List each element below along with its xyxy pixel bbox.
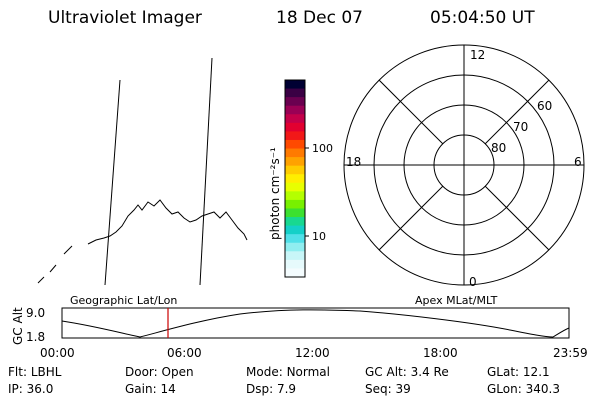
colorbar-tick-label-100: 100 <box>312 142 333 155</box>
x-tick-1800: 18:00 <box>423 346 458 360</box>
info-flt-value: LBHL <box>30 365 62 379</box>
colorbar-cell <box>285 105 305 115</box>
colorbar-cell <box>285 88 305 98</box>
gc-alt-axis-title: GC Alt <box>11 307 25 345</box>
colorbar-cell <box>285 182 305 192</box>
info-ip-label: IP: <box>8 382 23 396</box>
x-tick-2359: 23:59 <box>553 346 588 360</box>
colorbar-cell <box>285 259 305 270</box>
map-boundary-line-right <box>199 57 213 286</box>
info-gc-alt-label: GC Alt: <box>365 365 407 379</box>
colorbar-cell <box>285 242 305 252</box>
polar-diagonal-ne <box>484 79 550 145</box>
info-mode: Mode: Normal <box>246 365 330 379</box>
colorbar-cell <box>285 191 305 201</box>
info-seq: Seq: 39 <box>365 382 411 396</box>
info-door-value: Open <box>161 365 194 379</box>
info-glat: GLat: 12.1 <box>487 365 550 379</box>
info-glon: GLon: 340.3 <box>487 382 560 396</box>
polar-diagonal-se <box>484 185 550 251</box>
x-tick-0600: 06:00 <box>167 346 202 360</box>
info-dsp-value: 7.9 <box>276 382 297 396</box>
colorbar-cell <box>285 148 305 158</box>
info-dsp-label: Dsp: <box>246 382 274 396</box>
colorbar-frame <box>284 79 306 278</box>
colorbar-cell <box>285 80 305 90</box>
clock-label-18: 18 <box>346 155 361 169</box>
x-tick-0000: 00:00 <box>40 346 75 360</box>
clock-label-6: 6 <box>574 155 582 169</box>
info-flt: Flt: LBHL <box>8 365 61 379</box>
info-gain-label: Gain: <box>125 382 157 396</box>
x-tick-1200: 12:00 <box>295 346 330 360</box>
info-mode-label: Mode: <box>246 365 283 379</box>
info-seq-value: 39 <box>395 382 411 396</box>
timeline-right-label: Apex MLat/MLT <box>415 294 498 307</box>
polar-labels: 12 18 6 0 60 70 80 <box>346 48 582 289</box>
y-tick-9-0: 9.0 <box>26 306 45 320</box>
coastline-fragment-1 <box>63 245 73 255</box>
colorbar-cell <box>285 225 305 235</box>
colorbar-cell <box>285 122 305 132</box>
info-ip: IP: 36.0 <box>8 382 53 396</box>
polar-plot <box>343 44 585 286</box>
info-dsp: Dsp: 7.9 <box>246 382 296 396</box>
info-glat-value: 12.1 <box>522 365 550 379</box>
colorbar-cell <box>285 234 305 244</box>
info-glon-label: GLon: <box>487 382 522 396</box>
lat-label-80: 80 <box>491 141 506 155</box>
instrument-title: Ultraviolet Imager <box>48 8 202 28</box>
info-door: Door: Open <box>125 365 194 379</box>
colorbar-cell <box>285 139 305 150</box>
polar-diagonal-sw <box>378 185 444 251</box>
colorbar-cell <box>285 97 305 107</box>
colorbar-cell <box>285 217 305 227</box>
colorbar-unit-label: photon cm⁻²s⁻¹ <box>268 147 282 240</box>
colorbar-cell <box>285 268 305 278</box>
timeline-frame <box>61 307 570 339</box>
coastline-fragment-2 <box>49 264 57 273</box>
colorbar-tick-label-10: 10 <box>312 230 326 243</box>
time-label: 05:04:50 UT <box>430 8 535 28</box>
info-glat-label: GLat: <box>487 365 520 379</box>
colorbar-cell <box>285 199 305 210</box>
polar-diagonal-nw <box>378 79 444 145</box>
info-glon-value: 340.3 <box>525 382 560 396</box>
timeline-left-label: Geographic Lat/Lon <box>70 294 177 307</box>
colorbar: 100 10 photon cm⁻²s⁻¹ <box>268 79 333 278</box>
clock-label-12: 12 <box>470 48 485 62</box>
y-tick-1-8: 1.8 <box>26 330 45 344</box>
colorbar-cell <box>285 251 305 261</box>
altitude-timeline: Geographic Lat/Lon Apex MLat/MLT GC Alt … <box>11 294 588 360</box>
info-gain: Gain: 14 <box>125 382 176 396</box>
lat-label-70: 70 <box>513 120 528 134</box>
altitude-curve <box>61 309 570 338</box>
date-label: 18 Dec 07 <box>276 8 363 28</box>
map-boundary-line-left <box>104 79 121 286</box>
lat-label-60: 60 <box>537 99 552 113</box>
info-ip-value: 36.0 <box>26 382 54 396</box>
coastline <box>87 199 248 245</box>
colorbar-cell <box>285 157 305 167</box>
info-door-label: Door: <box>125 365 158 379</box>
colorbar-cell <box>285 114 305 124</box>
info-flt-label: Flt: <box>8 365 27 379</box>
info-gain-value: 14 <box>160 382 176 396</box>
colorbar-cell <box>285 174 305 184</box>
geographic-map <box>37 57 248 286</box>
coastline-fragment-3 <box>37 276 45 284</box>
colorbar-gradient <box>285 80 305 278</box>
info-seq-label: Seq: <box>365 382 392 396</box>
colorbar-cell <box>285 131 305 141</box>
info-gc-alt: GC Alt: 3.4 Re <box>365 365 449 379</box>
info-mode-value: Normal <box>286 365 330 379</box>
colorbar-cell <box>285 165 305 175</box>
clock-label-0: 0 <box>469 275 477 289</box>
info-gc-alt-value: 3.4 Re <box>410 365 449 379</box>
colorbar-cell <box>285 208 305 218</box>
